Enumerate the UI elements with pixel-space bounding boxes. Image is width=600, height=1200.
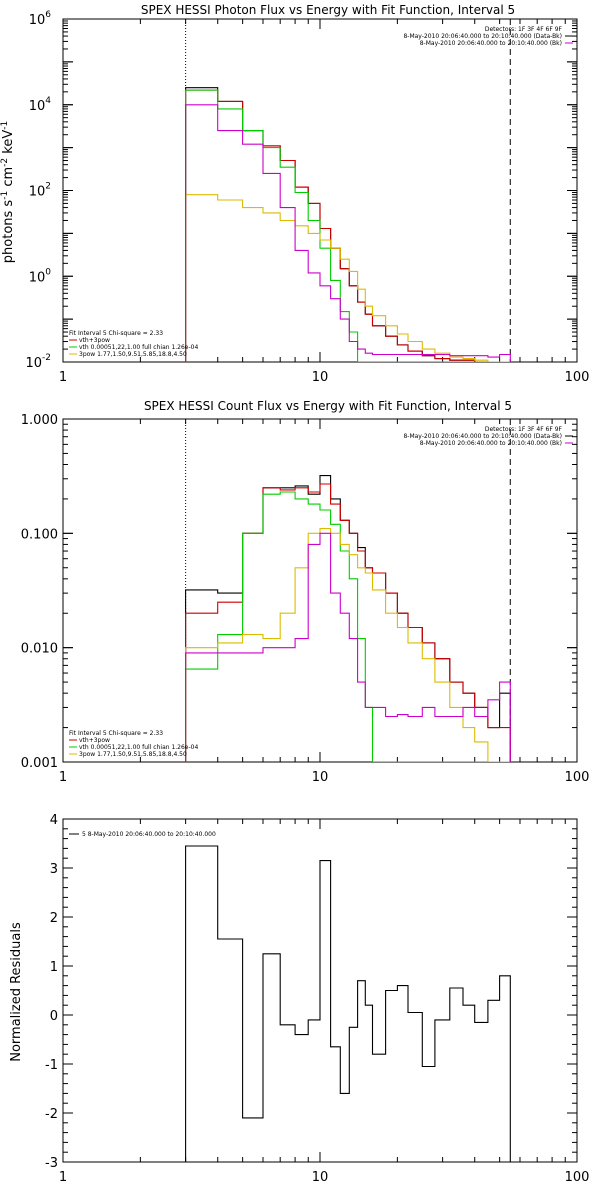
y-tick-label: 0.001 [21, 756, 58, 771]
series-line-2 [185, 89, 511, 362]
photon-flux-title: SPEX HESSI Photon Flux vs Energy with Fi… [141, 3, 515, 17]
series-group [185, 845, 511, 1162]
legend-top-entry: 8-May-2010 20:06:40.000 to 20:10:40.000 … [420, 440, 562, 447]
photon-flux-plot-area: 1 10 100 10-2 100 102 104 106 [25, 10, 589, 385]
legend-top-entry: Detectors: 1F 3F 4F 6F 9F [485, 426, 563, 433]
y-tick-label: 2 [50, 911, 58, 926]
count-flux-legend-top: Detectors: 1F 3F 4F 6F 9F8-May-2010 20:0… [403, 426, 573, 447]
series-group [185, 87, 511, 362]
legend-bottom-entry: vth 0.00051,22,1.00 full chian 1.26e-04 [79, 744, 198, 751]
y-tick-label: 102 [29, 182, 51, 200]
legend-bottom-entry: vth 0.00051,22,1.00 full chian 1.26e-04 [79, 344, 198, 351]
legend-bottom-entry: vth+3pow [79, 337, 110, 344]
y-tick-label: 1 [50, 960, 58, 975]
legend-top-entry: 8-May-2010 20:06:40.000 to 20:10:40.000 … [420, 40, 562, 47]
legend-bottom-entry: Fit Interval 5 Chi-square = 2.33 [69, 330, 163, 337]
x-tick-label: 1 [59, 1170, 67, 1185]
series-line-4 [185, 104, 511, 362]
photon-flux-legend-bottom: Fit Interval 5 Chi-square = 2.33vth+3pow… [69, 330, 198, 358]
count-flux-panel: SPEX HESSI Count Flux vs Energy with Fit… [21, 399, 590, 785]
count-flux-plot-area: 1 10 100 0.001 0.010 0.100 1.000 [21, 413, 590, 785]
x-axis-ticks: 1 10 100 [59, 419, 590, 785]
x-tick-label: 100 [565, 770, 590, 785]
y-axis-ticks: 0.001 0.010 0.100 1.000 [21, 413, 577, 771]
y-tick-label: -1 [45, 1058, 58, 1073]
x-axis-ticks: 1 10 100 [59, 819, 590, 1185]
y-axis-ticks: -3 -2 -1 0 1 2 3 4 [45, 813, 577, 1171]
residuals-ylabel: Normalized Residuals [9, 922, 24, 1062]
x-axis-ticks: 1 10 100 [59, 19, 590, 385]
y-axis-ticks: 10-2 100 102 104 106 [25, 10, 577, 371]
residuals-panel: Normalized Residuals 1 10 100 -3 -2 -1 0 1 2 3 4 5… [9, 813, 589, 1185]
count-flux-legend-bottom: Fit Interval 5 Chi-square = 2.33vth+3pow… [69, 730, 198, 758]
legend-bottom-entry: 3pow 1.77,1.50,9.51,5.85,18.8,4.50 [79, 351, 187, 358]
y-tick-label: 3 [50, 862, 58, 877]
photon-flux-panel: SPEX HESSI Photon Flux vs Energy with Fi… [0, 3, 589, 385]
series-line-1 [185, 89, 511, 362]
y-tick-label: 0 [50, 1009, 58, 1024]
photon-flux-ylabel: photons s-1 cm-2 keV-1 [0, 121, 16, 263]
residuals-legend: 5 8-May-2010 20:06:40.000 to 20:10:40.00… [69, 831, 216, 838]
legend-top-entry: 8-May-2010 20:06:40.000 to 20:10:40.000 … [403, 33, 562, 40]
series-line-0 [185, 845, 511, 1162]
legend-bottom-entry: Fit Interval 5 Chi-square = 2.33 [69, 730, 163, 737]
x-tick-label: 1 [59, 370, 67, 385]
y-tick-label: 1.000 [21, 413, 58, 428]
legend-top-entry: 8-May-2010 20:06:40.000 to 20:10:40.000 … [403, 433, 562, 440]
y-tick-label: 100 [29, 267, 52, 285]
y-tick-label: 104 [29, 96, 52, 114]
x-tick-label: 10 [312, 770, 329, 785]
x-tick-label: 100 [565, 1170, 590, 1185]
series-group [185, 475, 511, 762]
series-line-3 [185, 528, 511, 762]
series-line-1 [185, 483, 511, 762]
legend-bottom-entry: vth+3pow [79, 737, 110, 744]
series-line-2 [185, 491, 511, 762]
series-line-3 [185, 194, 511, 362]
y-tick-label: -2 [45, 1107, 58, 1122]
photon-flux-legend-top: Detectors: 1F 3F 4F 6F 9F8-May-2010 20:0… [403, 26, 573, 47]
count-flux-title: SPEX HESSI Count Flux vs Energy with Fit… [144, 399, 512, 413]
x-tick-label: 10 [312, 370, 329, 385]
residuals-plot-area: 1 10 100 -3 -2 -1 0 1 2 3 4 [45, 813, 589, 1185]
y-tick-label: 0.100 [21, 527, 58, 542]
legend-bottom-entry: 3pow 1.77,1.50,9.51,5.85,18.8,4.50 [79, 751, 187, 758]
y-tick-label: 0.010 [21, 642, 58, 657]
x-tick-label: 100 [565, 370, 590, 385]
x-tick-label: 1 [59, 770, 67, 785]
y-tick-label: 10-2 [25, 353, 51, 371]
legend-top-entry: Detectors: 1F 3F 4F 6F 9F [485, 26, 563, 33]
y-tick-label: 106 [29, 10, 52, 28]
series-line-4 [185, 532, 511, 762]
x-tick-label: 10 [312, 1170, 329, 1185]
y-tick-label: 4 [50, 813, 58, 828]
y-tick-label: -3 [45, 1156, 58, 1171]
legend-entry: 5 8-May-2010 20:06:40.000 to 20:10:40.00… [82, 831, 216, 838]
